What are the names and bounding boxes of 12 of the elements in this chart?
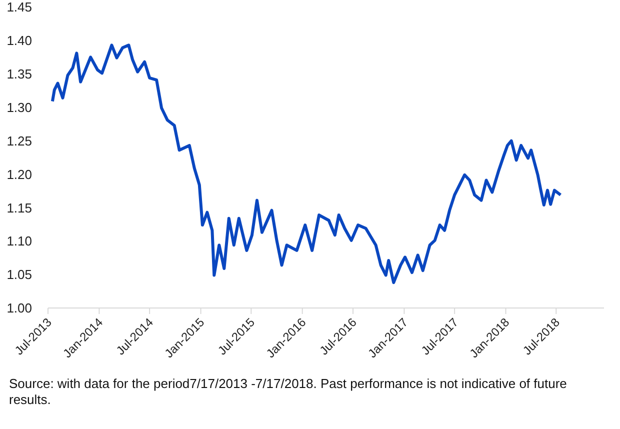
- line-series: [50, 44, 562, 284]
- source-note: Source: with data for the period7/17/2013 -7/17/2018. Past performance is not indicative of future results.: [9, 376, 568, 408]
- y-tick-label: 1.05: [6, 267, 32, 282]
- y-tick-label: 1.30: [6, 100, 32, 115]
- y-tick-label: 1.10: [6, 234, 32, 249]
- y-tick-label: 1.45: [6, 0, 32, 15]
- y-tick-label: 1.35: [6, 66, 32, 82]
- y-tick-label: 1.15: [6, 200, 32, 216]
- y-tick-label: 1.40: [6, 33, 32, 48]
- y-tick-label: 1.00: [6, 300, 32, 316]
- y-tick-label: 1.25: [6, 133, 32, 148]
- y-tick-label: 1.20: [6, 166, 32, 182]
